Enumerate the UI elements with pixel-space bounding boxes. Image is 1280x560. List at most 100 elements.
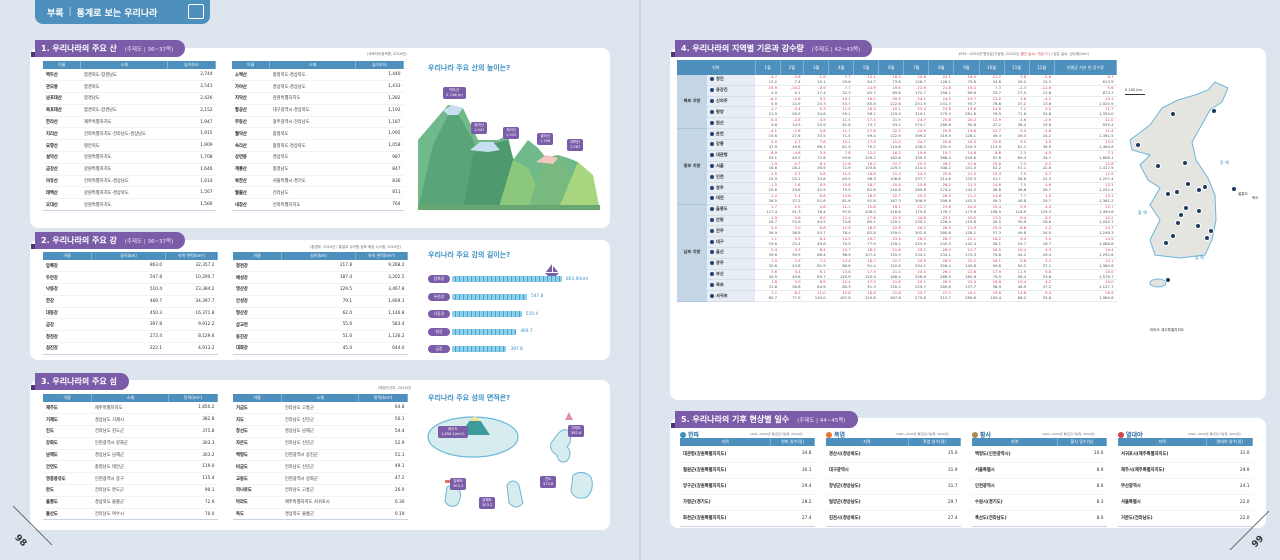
temperature-cell: 22.9 <box>917 84 926 90</box>
column-header: 5월 <box>853 60 880 75</box>
temperature-cell: 1.4 <box>794 192 801 198</box>
temperature-cell: 17.4 <box>867 117 876 123</box>
precipitation-cell: 1,088.8 <box>1054 241 1117 249</box>
precipitation-cell: 68.4 <box>803 252 829 259</box>
map-station-6 <box>1185 181 1191 187</box>
precipitation-cell: 30.9 <box>1004 219 1030 227</box>
value-cell: 54.4 <box>358 425 408 438</box>
station-cell: 춘천 <box>707 128 755 140</box>
precipitation-cell: 89.7 <box>803 274 829 281</box>
temperature-cell: 21.6 <box>967 160 976 166</box>
name-cell: 월출산 <box>232 186 270 200</box>
temperature-cell: 17.9 <box>867 268 876 274</box>
precipitation-cell: 24.9 <box>780 219 804 227</box>
precipitation-cell: 22.6 <box>1029 165 1055 173</box>
temperature-cell: 23.4 <box>892 236 901 242</box>
temperature-cell: 21.5 <box>967 171 976 177</box>
events-ref: (주제도 | 44~45쪽) <box>797 417 846 424</box>
precipitation-row: 53.1 49.2 72.6 93.6 109.2 162.6 339.3 368.4 249.… <box>677 155 1117 162</box>
precipitation-cell: 33.5 <box>803 133 829 140</box>
days-cell: 29.7 <box>908 494 961 511</box>
precipitation-cell: 18.6 <box>1029 219 1055 227</box>
precipitation-cell: 55.6 <box>1029 295 1055 303</box>
table-row: 북포태산 함경북도·함경남도 2,152 <box>43 104 216 117</box>
table-header-row: 이름 길이(km) 유역 면적(km²) <box>233 252 409 260</box>
map-label-east-sea: 동 해 <box>1220 160 1229 165</box>
precipitation-cell: 14.5 <box>780 122 804 130</box>
value-cell: 1,850.2 <box>168 402 218 415</box>
value-cell: 경상북도 울릉군 <box>91 496 169 509</box>
precipitation-cell: 36.9 <box>1029 144 1055 151</box>
precipitation-cell: 1,252.4 <box>1054 187 1117 194</box>
mountain-tag-taebaek: 태백산 1,567 <box>567 139 584 151</box>
temperature-row: 안동 -1.9 0.6 6.0 12.4 17.8 21.9 24.6 25.1 20.0 13.5… <box>677 214 1117 227</box>
temperature-cell: 25.6 <box>942 171 951 177</box>
table-row: 안면도 충청남도 태안군 119.0 <box>43 460 218 474</box>
name-cell: 금강산 <box>43 163 81 176</box>
sun-icon <box>826 431 832 438</box>
value-cell: 광주광역시·전라남도 <box>269 116 356 129</box>
days-cell: 22.0 <box>1206 510 1253 527</box>
precipitation-cell: 78.4 <box>828 230 854 238</box>
precipitation-cell: 37.2 <box>1029 284 1055 292</box>
temperature-cell: 24.4 <box>917 268 926 274</box>
islands-illustration <box>427 412 593 508</box>
precipitation-cell: 119.8 <box>953 219 979 227</box>
station-cell: 안동 <box>707 215 755 227</box>
precipitation-cell: 12.8 <box>1029 90 1055 97</box>
name-cell: 북한산 <box>232 175 270 188</box>
station-cell: 대관령 <box>707 150 755 162</box>
map-station-16 <box>1195 223 1201 229</box>
name-cell: 영산강 <box>233 283 282 296</box>
mountains-source: (국토지리정보원, 2019년) <box>367 52 407 56</box>
precipitation-cell: 61.8 <box>828 122 854 130</box>
precipitation-cell: 158.1 <box>928 90 954 97</box>
name-cell: 거금도 <box>233 402 282 415</box>
temperature-cell: 14.6 <box>967 149 976 155</box>
value-cell: 강원특별자치도 <box>80 163 168 176</box>
station-name: 강릉 <box>716 141 724 147</box>
days-cell: 28.2 <box>770 494 815 511</box>
value-cell: 56.1 <box>358 413 408 427</box>
precipitation-cell: 226.4 <box>928 219 954 227</box>
temperature-cell: 7.5 <box>1020 160 1027 166</box>
precipitation-cell: 289.8 <box>928 284 954 292</box>
temperature-row: 평양 -1.7 0.4 5.3 11.5 16.5 20.1 23.4 23.8 19.6 14.8… <box>677 106 1117 119</box>
temperature-cell: 26.0 <box>942 192 951 198</box>
event-source: 1991~2020년 평년값(기상청, 2022년) <box>896 432 949 436</box>
islands-section-title: 3. 우리나라의 주요 섬 <box>31 373 129 390</box>
table-row: 경산시(경상북도) 35.0 <box>826 446 961 463</box>
temperature-cell: 8.8 <box>995 149 1002 155</box>
table-row: 밀양군(경상남도) 29.7 <box>826 494 961 511</box>
precipitation-cell: 113.9 <box>979 144 1005 151</box>
temperature-cell: 6.8 <box>819 225 826 231</box>
temperature-cell: 16.3 <box>892 74 901 79</box>
precipitation-cell: 50.2 <box>1004 263 1030 270</box>
station-name: 신의주 <box>716 98 728 104</box>
station-marker-icon <box>710 163 714 168</box>
header-separator: | <box>68 7 72 17</box>
days-cell: 22.0 <box>1206 494 1253 511</box>
table-row: 청천강 272.4 8,129.6 <box>43 330 218 344</box>
rivers-source: (환경부, 2024년 / 통일부 수자원 정보 제공 시스템, 2024년) <box>310 245 401 249</box>
temperature-cell: 19.7 <box>942 149 951 155</box>
temperature-cell: 0.6 <box>1045 182 1052 188</box>
name-cell: 안면도 <box>43 460 92 474</box>
precipitation-cell: 37.2 <box>780 198 804 205</box>
temperature-cell: 7.3 <box>995 84 1002 90</box>
temperature-cell: 6.0 <box>819 214 826 220</box>
station-marker-icon <box>710 174 714 179</box>
value-cell: 인천광역시 강화군 <box>281 472 359 486</box>
temperature-cell: 18.5 <box>867 225 876 231</box>
precipitation-cell: 214.6 <box>928 176 954 184</box>
station-name: 대전 <box>716 195 724 201</box>
temperature-cell: 26.0 <box>942 247 951 252</box>
temperature-cell: 11.5 <box>842 106 851 112</box>
temperature-cell: 20.5 <box>967 138 976 144</box>
precipitation-cell: 117.4 <box>755 209 781 216</box>
temperature-cell: 25.7 <box>917 290 926 296</box>
station-marker-icon <box>710 142 714 147</box>
temperature-cell: -0.9 <box>818 84 826 90</box>
temperature-cell: 20.9 <box>892 95 901 101</box>
temperature-cell: 20.1 <box>892 106 901 112</box>
